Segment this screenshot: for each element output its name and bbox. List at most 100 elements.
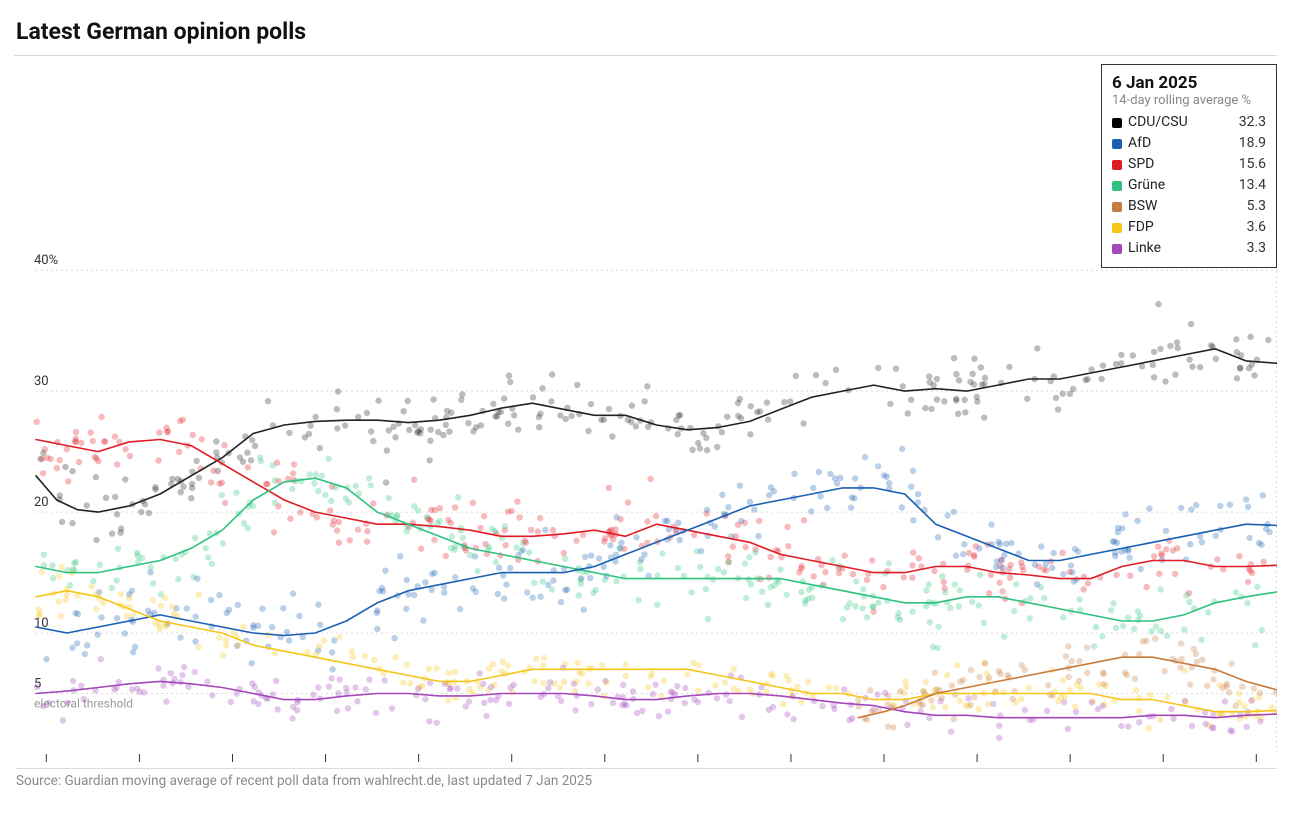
poll-dot-cdu bbox=[93, 537, 99, 543]
poll-dot-afd bbox=[810, 485, 816, 491]
poll-dot-cdu bbox=[908, 397, 914, 403]
poll-dot-cdu bbox=[568, 413, 574, 419]
poll-dot-cdu bbox=[934, 396, 940, 402]
poll-dot-afd bbox=[1111, 538, 1117, 544]
poll-dot-fdp bbox=[153, 621, 159, 627]
poll-dot-cdu bbox=[536, 424, 542, 430]
poll-dot-bsw bbox=[949, 682, 955, 688]
poll-dot-cdu bbox=[813, 372, 819, 378]
poll-dot-linke bbox=[714, 695, 720, 701]
poll-dot-linke bbox=[335, 690, 341, 696]
poll-dot-fdp bbox=[1164, 694, 1170, 700]
poll-dot-afd bbox=[899, 446, 905, 452]
poll-dot-cdu bbox=[757, 408, 763, 414]
poll-dot-afd bbox=[1068, 562, 1074, 568]
poll-dot-spd bbox=[219, 480, 225, 486]
poll-dot-fdp bbox=[118, 591, 124, 597]
poll-dot-gruene bbox=[233, 490, 239, 496]
poll-dot-fdp bbox=[531, 678, 537, 684]
poll-dot-spd bbox=[1172, 571, 1178, 577]
poll-dot-bsw bbox=[1068, 658, 1074, 664]
poll-dot-fdp bbox=[157, 626, 163, 632]
poll-dot-fdp bbox=[533, 656, 539, 662]
poll-dot-spd bbox=[112, 433, 118, 439]
poll-dot-cdu bbox=[384, 447, 390, 453]
poll-dot-linke bbox=[770, 704, 776, 710]
poll-dot-cdu bbox=[971, 356, 977, 362]
poll-dot-cdu bbox=[781, 399, 787, 405]
poll-dot-linke bbox=[674, 683, 680, 689]
poll-dot-gruene bbox=[947, 605, 953, 611]
poll-dot-afd bbox=[993, 564, 999, 570]
poll-dot-spd bbox=[271, 529, 277, 535]
poll-dot-cdu bbox=[1006, 364, 1012, 370]
poll-dot-linke bbox=[621, 701, 627, 707]
poll-dot-afd bbox=[712, 523, 718, 529]
poll-dot-fdp bbox=[585, 680, 591, 686]
y-tick-label: 20 bbox=[34, 495, 49, 510]
poll-dot-linke bbox=[40, 703, 46, 709]
poll-dot-spd bbox=[503, 542, 509, 548]
legend-label-bsw: BSW bbox=[1128, 196, 1157, 217]
poll-dot-fdp bbox=[349, 648, 355, 654]
legend-value-spd: 15.6 bbox=[1239, 154, 1266, 175]
poll-dot-gruene bbox=[1060, 614, 1066, 620]
poll-dot-spd bbox=[190, 432, 196, 438]
poll-dot-cdu bbox=[800, 420, 806, 426]
poll-dot-cdu bbox=[689, 447, 695, 453]
poll-dot-cdu bbox=[427, 457, 433, 463]
y-tick-label: 30 bbox=[34, 374, 49, 389]
poll-dot-gruene bbox=[313, 471, 319, 477]
poll-dot-spd bbox=[625, 499, 631, 505]
poll-dot-gruene bbox=[1157, 586, 1163, 592]
poll-dot-spd bbox=[34, 419, 40, 425]
poll-dot-afd bbox=[94, 631, 100, 637]
poll-dot-cdu bbox=[112, 494, 118, 500]
poll-dot-spd bbox=[1143, 584, 1149, 590]
x-tick-label: Apr bbox=[967, 767, 988, 768]
poll-dot-afd bbox=[1127, 555, 1133, 561]
poll-dot-afd bbox=[315, 602, 321, 608]
poll-dot-cdu bbox=[1118, 352, 1124, 358]
poll-dot-linke bbox=[996, 735, 1002, 741]
poll-dot-cdu bbox=[1233, 336, 1239, 342]
poll-dot-cdu bbox=[152, 484, 158, 490]
poll-dot-linke bbox=[413, 692, 419, 698]
poll-dot-cdu bbox=[1247, 334, 1253, 340]
poll-dot-fdp bbox=[59, 564, 65, 570]
poll-dot-afd bbox=[259, 606, 265, 612]
poll-dot-spd bbox=[122, 446, 128, 452]
poll-dot-spd bbox=[909, 562, 915, 568]
poll-dot-fdp bbox=[930, 704, 936, 710]
poll-dot-cdu bbox=[1189, 364, 1195, 370]
poll-dot-linke bbox=[1136, 719, 1142, 725]
poll-dot-spd bbox=[199, 436, 205, 442]
poll-dot-spd bbox=[550, 527, 556, 533]
poll-dot-afd bbox=[98, 614, 104, 620]
poll-dot-bsw bbox=[867, 687, 873, 693]
poll-dot-cdu bbox=[1098, 376, 1104, 382]
poll-dot-gruene bbox=[353, 483, 359, 489]
poll-dot-gruene bbox=[768, 584, 774, 590]
poll-dot-fdp bbox=[1253, 713, 1259, 719]
poll-dot-cdu bbox=[69, 468, 75, 474]
poll-dot-cdu bbox=[1213, 356, 1219, 362]
poll-dot-cdu bbox=[737, 396, 743, 402]
poll-dot-bsw bbox=[1065, 674, 1071, 680]
poll-dot-afd bbox=[1146, 505, 1152, 511]
poll-dot-fdp bbox=[56, 573, 62, 579]
poll-dot-spd bbox=[443, 553, 449, 559]
poll-dot-afd bbox=[280, 605, 286, 611]
poll-dot-cdu bbox=[1130, 352, 1136, 358]
poll-dot-gruene bbox=[71, 560, 77, 566]
poll-dot-cdu bbox=[719, 429, 725, 435]
poll-dot-spd bbox=[999, 588, 1005, 594]
poll-dot-gruene bbox=[209, 561, 215, 567]
poll-dot-afd bbox=[530, 595, 536, 601]
poll-dot-linke bbox=[334, 708, 340, 714]
poll-dot-gruene bbox=[743, 595, 749, 601]
poll-dot-linke bbox=[488, 684, 494, 690]
poll-dot-spd bbox=[1155, 544, 1161, 550]
poll-dot-fdp bbox=[1018, 696, 1024, 702]
poll-dot-gruene bbox=[635, 597, 641, 603]
